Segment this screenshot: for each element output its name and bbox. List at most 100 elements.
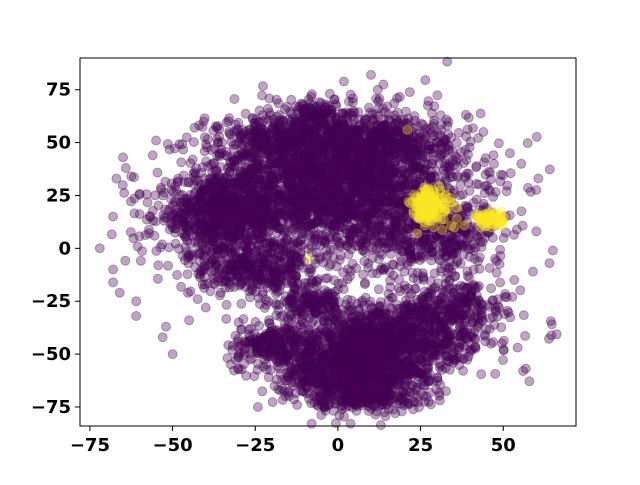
scatter-point-series-0	[212, 259, 223, 270]
scatter-point-series-0	[471, 162, 482, 173]
scatter-point-series-0	[377, 123, 388, 134]
scatter-point-series-0	[303, 221, 314, 232]
scatter-point-series-0	[400, 184, 411, 194]
scatter-point-series-0	[223, 116, 234, 127]
scatter-point-series-0	[471, 178, 482, 189]
scatter-point-series-0	[337, 186, 348, 197]
scatter-point-series-0	[403, 151, 414, 161]
scatter-point-series-0	[251, 214, 262, 224]
scatter-point-series-0	[333, 142, 344, 153]
scatter-point-series-0	[438, 137, 449, 148]
scatter-point-series-0	[399, 196, 409, 207]
scatter-point-series-0	[306, 164, 317, 175]
scatter-point-series-0	[489, 158, 499, 169]
scatter-point-series-0	[403, 175, 414, 186]
scatter-point-series-0	[199, 189, 210, 199]
scatter-point-series-0	[293, 218, 304, 229]
scatter-point-series-0	[240, 162, 251, 172]
scatter-point-series-0	[237, 185, 247, 195]
scatter-point-series-0	[240, 167, 251, 178]
scatter-point-series-0	[274, 190, 285, 201]
scatter-point-series-0	[381, 152, 392, 163]
scatter-point-series-0	[424, 190, 435, 201]
scatter-point-series-0	[366, 197, 377, 208]
scatter-point-series-0	[302, 187, 313, 198]
scatter-point-series-0	[372, 155, 383, 166]
scatter-point-series-0	[420, 207, 431, 218]
scatter-point-series-0	[367, 219, 378, 230]
scatter-point-series-0	[380, 173, 391, 184]
scatter-point-series-0	[267, 187, 278, 197]
scatter-point-series-0	[206, 180, 217, 191]
scatter-point-series-0	[197, 240, 208, 251]
scatter-point-series-0	[399, 143, 410, 154]
scatter-point-series-0	[276, 194, 287, 204]
scatter-point-series-0	[243, 172, 254, 183]
scatter-point-series-0	[307, 174, 318, 185]
scatter-point-series-0	[265, 110, 276, 121]
scatter-point-series-0	[388, 177, 399, 187]
scatter-point-series-0	[338, 120, 349, 130]
scatter-point-series-0	[332, 181, 343, 192]
scatter-point-series-0	[282, 212, 293, 223]
scatter-point-series-0	[396, 214, 407, 225]
scatter-point-series-0	[212, 191, 223, 202]
scatter-point-series-0	[406, 144, 417, 155]
scatter-point-series-0	[409, 185, 419, 195]
scatter-point-series-0	[376, 195, 387, 206]
scatter-point-series-0	[232, 230, 243, 241]
scatter-point-series-0	[373, 96, 384, 107]
scatter-point-series-0	[341, 153, 351, 164]
scatter-point-series-0	[350, 210, 361, 221]
scatter-point-series-0	[292, 195, 303, 206]
scatter-point-series-0	[310, 174, 321, 185]
scatter-point-series-0	[211, 202, 222, 213]
scatter-point-series-0	[372, 176, 383, 187]
scatter-point-series-0	[380, 164, 391, 175]
scatter-point-series-0	[254, 194, 265, 205]
scatter-point-series-0	[258, 261, 269, 272]
scatter-point-series-0	[462, 202, 473, 213]
scatter-point-series-0	[120, 163, 131, 173]
scatter-point-series-0	[269, 176, 280, 187]
scatter-point-series-0	[216, 147, 227, 158]
scatter-point-series-0	[359, 125, 370, 136]
scatter-point-series-0	[366, 207, 377, 217]
scatter-point-series-0	[211, 165, 222, 176]
scatter-point-series-0	[383, 242, 394, 253]
scatter-point-series-0	[392, 198, 403, 209]
scatter-point-series-0	[431, 137, 442, 148]
scatter-point-series-0	[227, 152, 237, 163]
scatter-point-series-0	[259, 193, 270, 204]
scatter-point-series-0	[455, 190, 466, 201]
scatter-point-series-0	[455, 258, 466, 269]
scatter-point-series-0	[306, 219, 317, 230]
scatter-point-series-0	[341, 224, 351, 235]
scatter-point-series-0	[216, 144, 227, 155]
scatter-point-series-0	[287, 211, 298, 221]
scatter-point-series-0	[245, 230, 256, 241]
scatter-point-series-0	[307, 126, 317, 136]
scatter-point-series-0	[304, 147, 315, 158]
scatter-point-series-0	[321, 183, 332, 193]
scatter-point-series-0	[323, 162, 334, 173]
scatter-point-series-0	[158, 210, 169, 221]
scatter-point-series-0	[163, 260, 174, 271]
scatter-point-series-0	[420, 125, 431, 135]
scatter-point-series-0	[416, 164, 427, 175]
scatter-point-series-0	[183, 258, 194, 269]
scatter-point-series-0	[314, 157, 324, 168]
scatter-point-series-0	[405, 195, 416, 206]
scatter-point-series-0	[401, 146, 412, 157]
scatter-point-series-0	[309, 234, 319, 245]
scatter-point-series-0	[371, 154, 382, 165]
scatter-point-series-0	[288, 140, 299, 151]
scatter-point-series-0	[516, 158, 527, 169]
scatter-point-series-0	[389, 219, 400, 230]
scatter-point-series-0	[250, 211, 261, 222]
scatter-point-series-0	[286, 127, 297, 138]
scatter-point-series-0	[303, 220, 314, 231]
scatter-point-series-0	[129, 172, 139, 183]
scatter-point-series-0	[230, 330, 241, 341]
scatter-point-series-0	[439, 188, 450, 199]
